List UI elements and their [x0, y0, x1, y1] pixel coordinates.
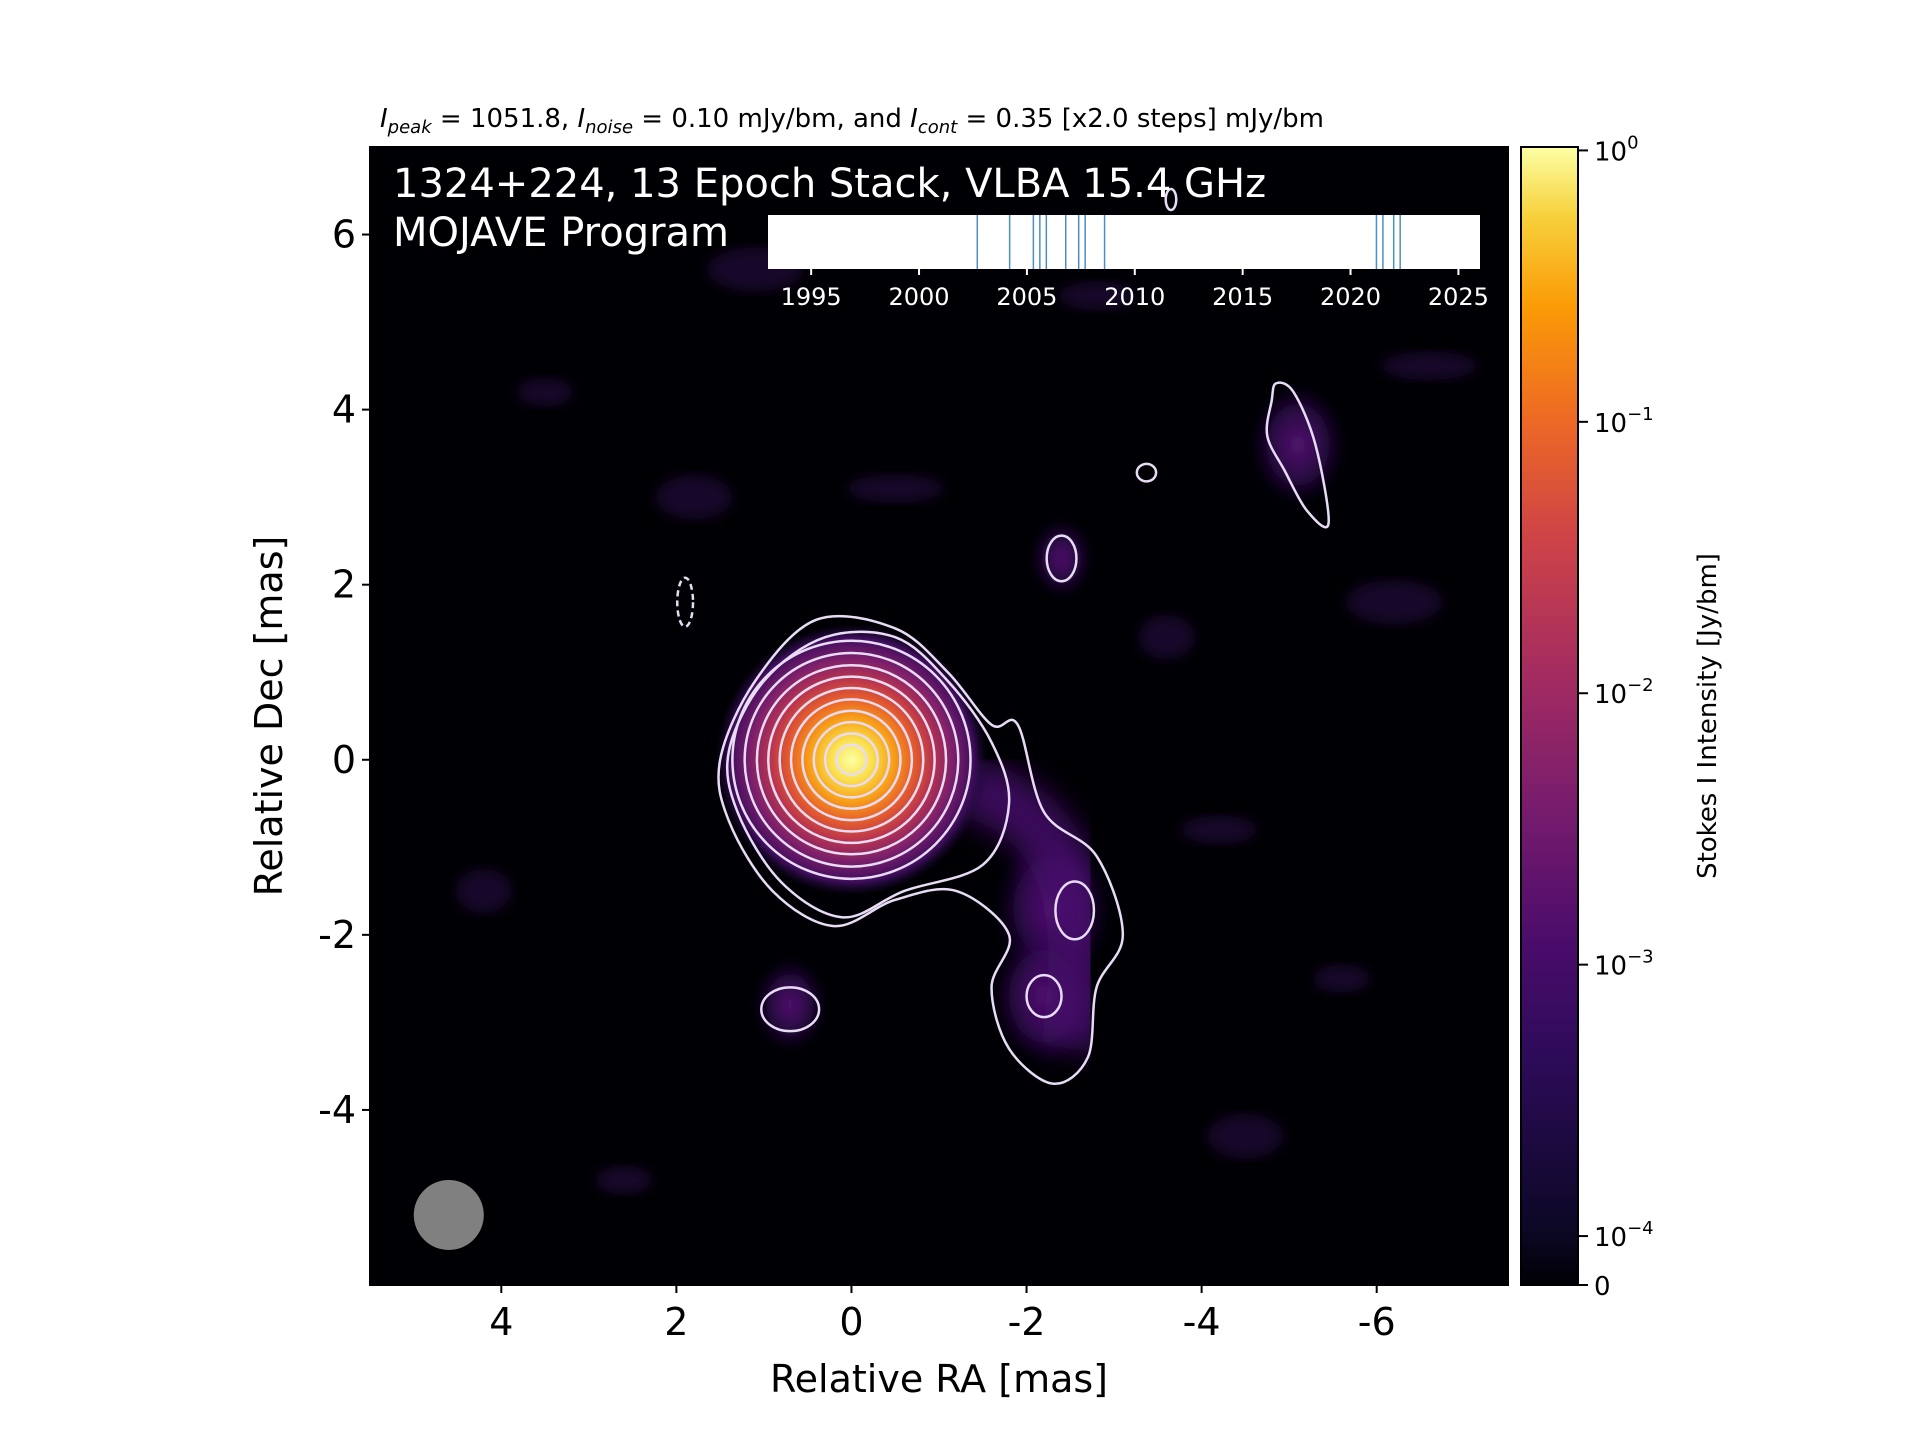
contour-line [1265, 381, 1330, 529]
colorbar-tick-label: 10−1 [1594, 404, 1654, 439]
timeline-box [768, 215, 1480, 269]
timeline-tick-label: 2010 [1104, 283, 1165, 311]
timeline-tick-label: 2005 [996, 283, 1057, 311]
y-tick-label: -2 [318, 913, 356, 957]
timeline-tick-label: 1995 [781, 283, 842, 311]
noise-patch [1207, 1114, 1284, 1159]
noise-patch [1058, 281, 1135, 310]
y-tick-label: 4 [332, 388, 356, 432]
epoch-timeline: 1995 2000 2005 2010 2015 2020 2025 [768, 215, 1489, 311]
y-tick-label: -4 [318, 1088, 356, 1132]
x-tick-label: -4 [1183, 1300, 1221, 1344]
emission-component [1252, 385, 1344, 505]
contour-line [1045, 534, 1078, 583]
map-axes: 1324+224, 13 Epoch Stack, VLBA 15.4 GHz … [369, 146, 1509, 1286]
x-axis-label: Relative RA [mas] [770, 1357, 1108, 1401]
overlay-title-line2: MOJAVE Program [393, 210, 729, 256]
contour-line [760, 986, 821, 1033]
contour-line [778, 686, 925, 833]
noise-patch [517, 378, 574, 407]
colorbar-tick-label: 100 [1594, 132, 1639, 167]
contour-line [731, 639, 972, 881]
noise-patch [595, 1165, 652, 1194]
x-tick-label: 2 [664, 1300, 688, 1344]
contour-line [1135, 462, 1158, 483]
colorbar-tick-label: 10−3 [1594, 947, 1654, 982]
colorbar-ticks: 100 10−1 10−2 10−3 10−4 0 [1578, 132, 1654, 1302]
core-emission [715, 624, 988, 896]
colorbar-tick-label: 10−2 [1594, 675, 1654, 710]
contour-line [835, 743, 868, 776]
timeline-tick-label: 2020 [1320, 283, 1381, 311]
noise-patch [655, 475, 732, 520]
x-tick-label: -2 [1008, 1300, 1046, 1344]
emission-component [756, 960, 825, 1050]
timeline-tick-label: 2025 [1428, 283, 1489, 311]
contour-line [1054, 880, 1096, 941]
emission-component [1033, 521, 1091, 596]
timeline-tick-label: 2015 [1212, 283, 1273, 311]
chart-header: Ipeak = 1051.8, Inoise = 0.10 mJy/bm, an… [380, 104, 1324, 138]
contour-line [1025, 973, 1063, 1019]
y-axis-label: Relative Dec [mas] [247, 536, 291, 897]
x-axis-ticks: 4 2 0 -2 -4 -6 [489, 1285, 1396, 1344]
negative-contour [676, 576, 695, 628]
emission-layer [455, 247, 1478, 1194]
contour-line [823, 732, 879, 788]
timeline-tick-label: 2000 [888, 283, 949, 311]
contour-line [812, 720, 891, 799]
noise-patch [455, 869, 512, 914]
noise-patch [1381, 351, 1478, 380]
colorbar-tick-label: 0 [1594, 1272, 1611, 1302]
noise-patch [1181, 815, 1258, 844]
y-tick-label: 0 [332, 738, 356, 782]
colorbar: 100 10−1 10−2 10−3 10−4 0 Stokes I Intensity … [1520, 132, 1723, 1302]
x-tick-label: -6 [1358, 1300, 1396, 1344]
contour-line [767, 675, 936, 845]
contour-line [717, 614, 1125, 1085]
colorbar-label: Stokes I Intensity [Jy/bm] [1693, 553, 1723, 879]
contour-line [725, 630, 1011, 919]
contour-layer [676, 187, 1330, 1085]
overlay-title-line1: 1324+224, 13 Epoch Stack, VLBA 15.4 GHz [393, 161, 1266, 207]
colorbar-gradient [1520, 146, 1579, 1286]
y-tick-label: 2 [332, 563, 356, 607]
noise-patch [1138, 615, 1195, 660]
contour-line [1164, 187, 1178, 212]
contour-line [743, 651, 960, 868]
contour-line [755, 663, 948, 856]
colorbar-tick-label: 10−4 [1594, 1218, 1654, 1253]
contour-line [801, 709, 902, 811]
noise-patch [847, 474, 944, 503]
jet-emission [956, 757, 1109, 1054]
noise-patch [1313, 964, 1370, 993]
y-axis-ticks: 6 4 2 0 -2 -4 [318, 213, 370, 1132]
noise-patch [1346, 580, 1443, 625]
beam-ellipse [413, 1179, 484, 1250]
map-frame [369, 146, 1509, 1286]
y-tick-label: 6 [332, 213, 356, 257]
x-tick-label: 4 [489, 1300, 513, 1344]
contour-line [789, 698, 914, 822]
x-tick-label: 0 [839, 1300, 863, 1344]
